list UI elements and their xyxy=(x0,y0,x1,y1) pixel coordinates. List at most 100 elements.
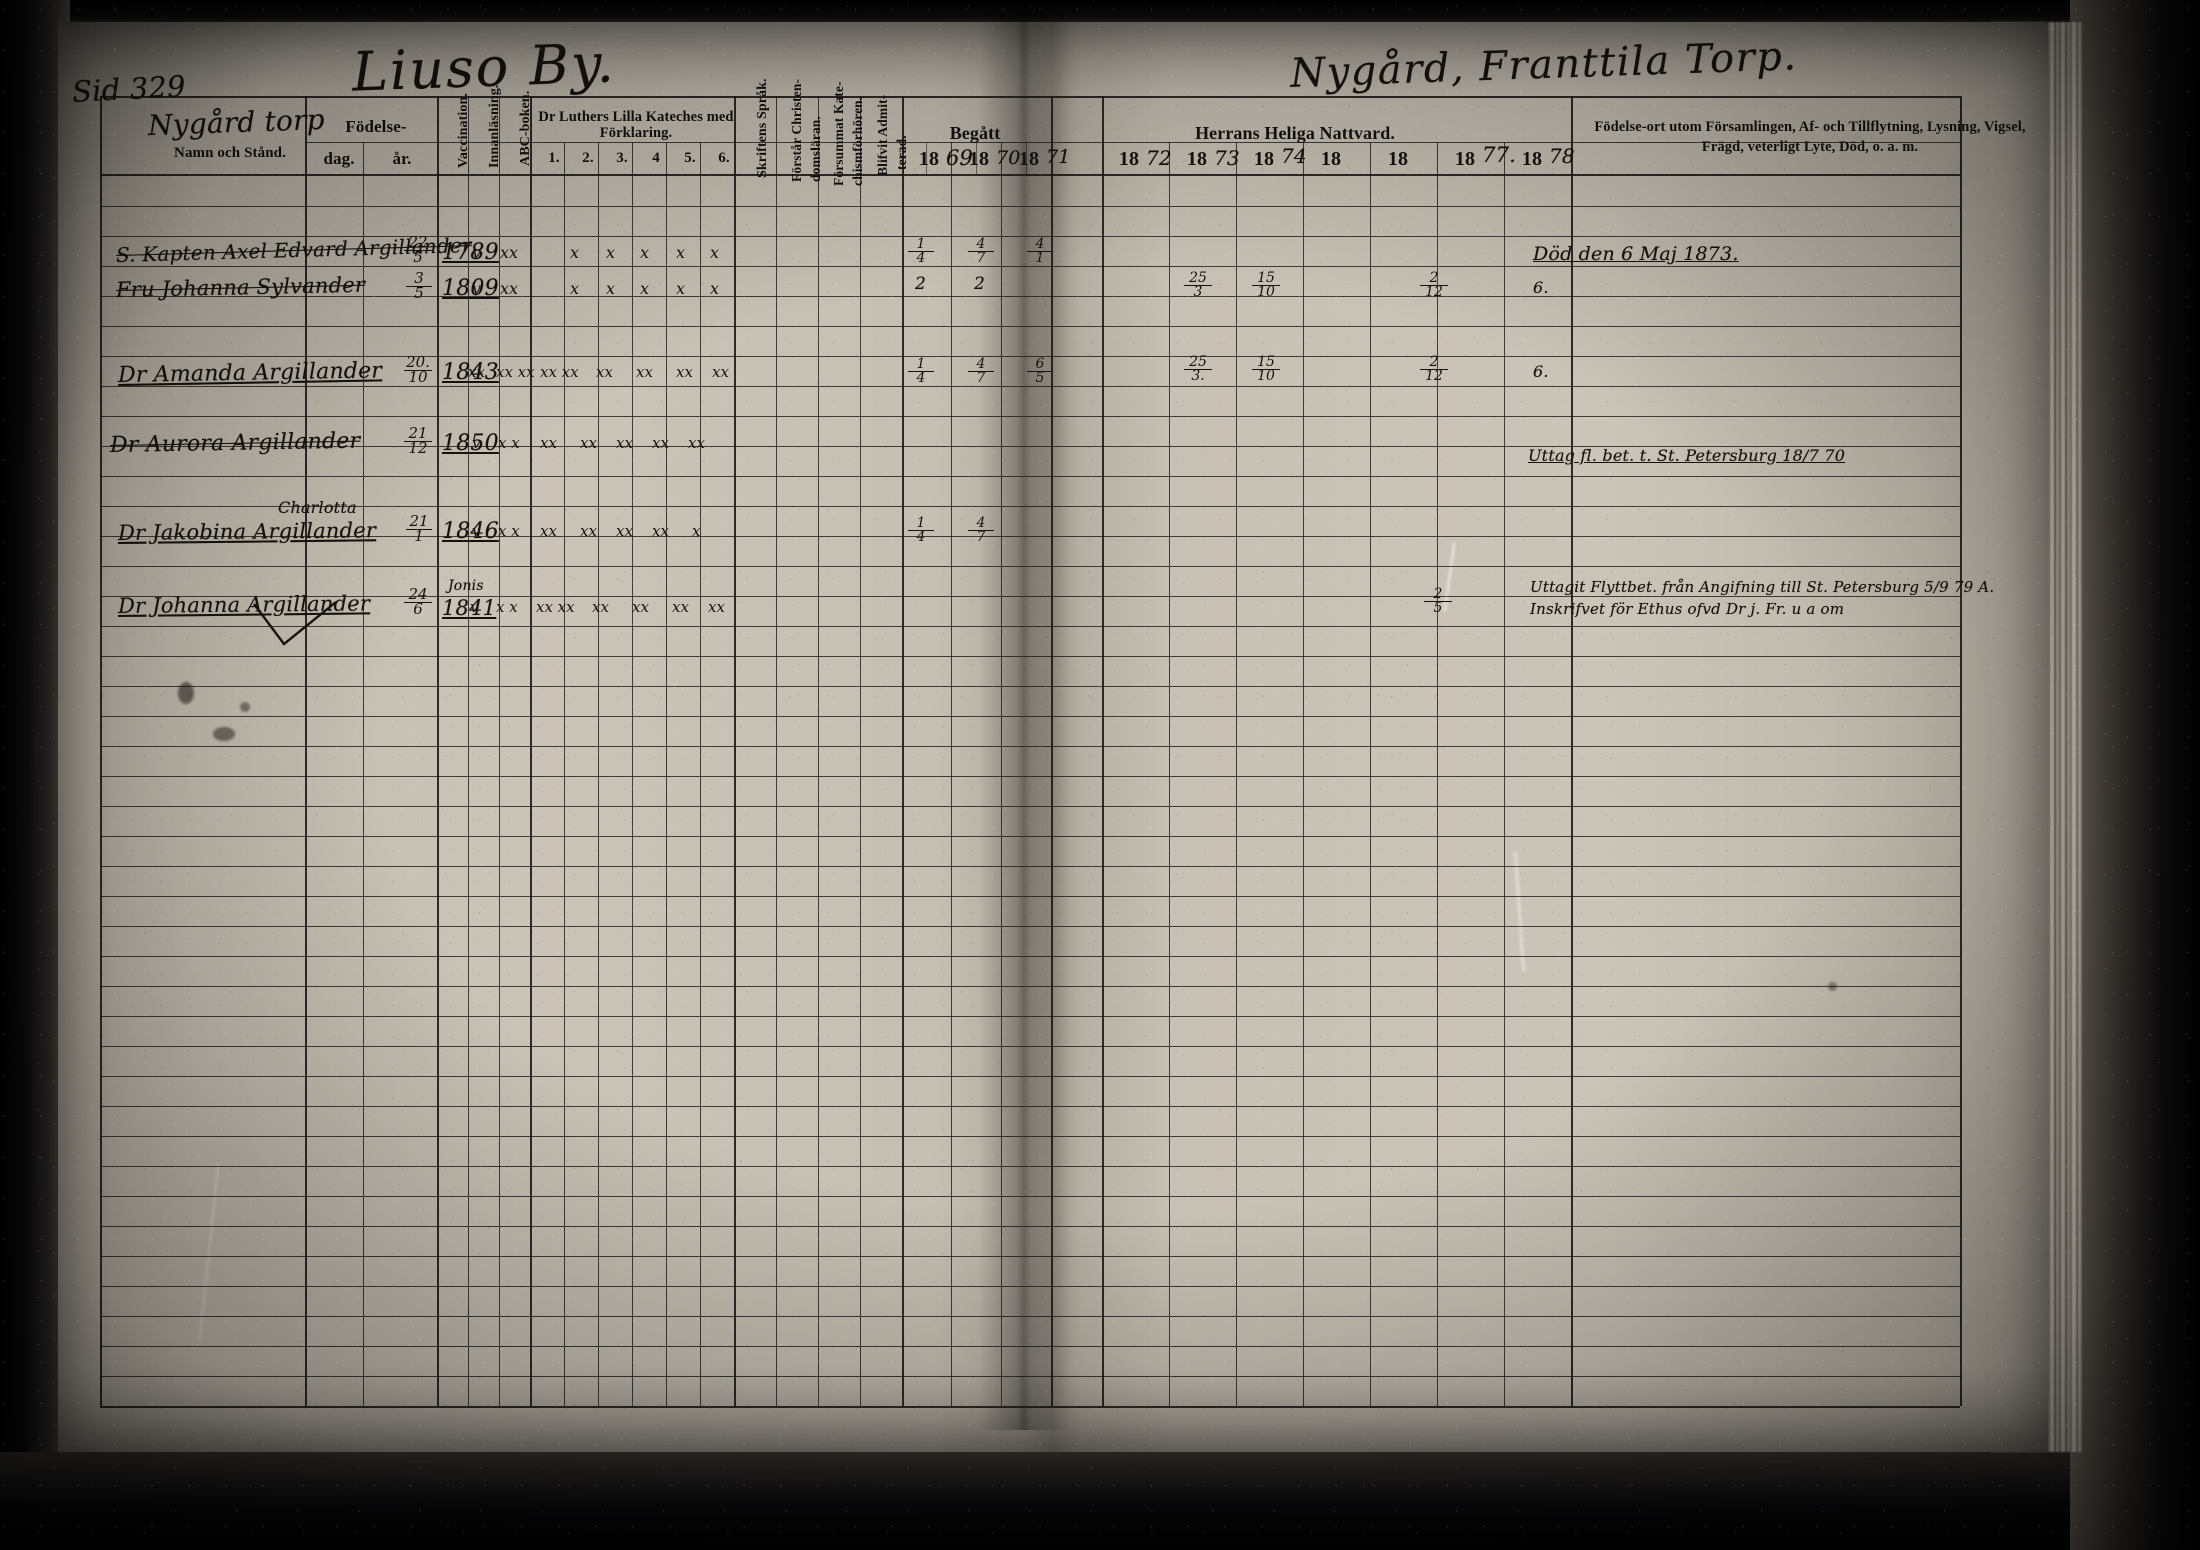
mark-catechism-5: x xyxy=(710,279,720,298)
mark-vaccination: v xyxy=(472,522,481,540)
household-label: Nygård torp xyxy=(147,102,326,143)
col-rule xyxy=(902,96,904,1406)
header-catechism-6: 6. xyxy=(718,150,730,166)
mark-catechism-1: xx xyxy=(580,434,597,452)
row-rule xyxy=(100,506,1960,507)
header-christian-doctrine: Förstår Christen- xyxy=(789,78,804,182)
row-name: Dr Aurora Argillander xyxy=(109,428,361,458)
row-rule xyxy=(100,926,1960,927)
communion-year-1-written: 73 xyxy=(1214,146,1240,170)
mark-abc: xx xyxy=(540,434,557,452)
birth-year: 1809 xyxy=(442,276,499,301)
birth-year-insert: Jonis xyxy=(448,578,484,594)
col-rule xyxy=(1370,142,1371,1406)
mark-catechism-5: x xyxy=(710,243,720,262)
header-notes: Födelse-ort utom Församlingen, Af- och T… xyxy=(1594,119,2026,155)
header-catechism-3: 3. xyxy=(616,150,628,166)
table-rule-header-bottom xyxy=(100,174,1960,176)
mark-reading: x x xyxy=(498,434,520,452)
mark-catechism-3: x xyxy=(640,279,650,298)
mark-vaccination: v xyxy=(470,598,479,616)
mark-vaccination: v xyxy=(472,243,482,262)
birth-day: 22 5 xyxy=(404,235,432,265)
header-birth-day: dag. xyxy=(323,149,355,168)
row-rule xyxy=(100,986,1960,987)
col-rule-right-edge xyxy=(1960,96,1962,1406)
col-rule xyxy=(100,96,102,1406)
col-rule xyxy=(598,142,599,1406)
col-rule xyxy=(564,142,565,1406)
row-rule xyxy=(100,1136,1960,1137)
col-rule xyxy=(1236,142,1237,1406)
col-rule xyxy=(700,142,701,1406)
birth-day: 21 12 xyxy=(404,426,432,456)
birth-year: 1850 xyxy=(442,431,499,456)
mark-abc: xx xx xyxy=(540,363,579,381)
communion-year-2-printed: 18 xyxy=(1253,148,1275,170)
mark-catechism-2: xx xyxy=(632,598,649,616)
communion-year-2-written: 74 xyxy=(1281,144,1307,168)
header-catechism-2: 2. xyxy=(582,150,594,166)
mark-reading: xx xx xyxy=(496,363,535,381)
communion-1873: 15 10 xyxy=(1252,355,1280,383)
header-catechism-4: 4 xyxy=(652,150,660,166)
header-name-rank: Namn och Stånd. xyxy=(174,145,286,161)
header-birth-year: år. xyxy=(392,149,412,168)
mark-catechism-1: x xyxy=(570,279,580,298)
row-note: Död den 6 Maj 1873. xyxy=(1533,243,1739,265)
row-rule xyxy=(100,206,1960,207)
page-number: Sid 329 xyxy=(71,69,187,109)
row-rule xyxy=(100,356,1960,357)
mark-catechism-1: xx xyxy=(596,363,613,381)
col-rule xyxy=(1303,142,1304,1406)
mark-catechism-4: xx xyxy=(708,598,725,616)
mark-reading: x x xyxy=(496,598,518,616)
col-rule xyxy=(632,142,633,1406)
col-rule xyxy=(666,142,667,1406)
col-rule xyxy=(860,96,861,1406)
col-rule xyxy=(734,96,736,1406)
header-writing: Skriftens Språk. xyxy=(755,78,770,178)
begatt-1: 2 xyxy=(974,274,986,294)
col-rule xyxy=(1169,142,1170,1406)
col-rule xyxy=(818,96,819,1406)
mark-abc: xx xx xyxy=(536,598,575,616)
col-rule xyxy=(1504,142,1505,1406)
birth-day: 21 1 xyxy=(406,514,432,544)
header-admitted: Blifvit Admit- xyxy=(875,94,890,176)
row-rule xyxy=(100,1346,1960,1347)
header-begatt-group: Begått xyxy=(949,123,1001,143)
photo-edge-right xyxy=(2070,0,2200,1550)
row-rule xyxy=(100,656,1960,657)
row-note: Uttagit Flyttbet. från Angifning till St… xyxy=(1530,578,1995,596)
row-note-second-line: Inskrifvet för Ethus ofvd Dr j. Fr. u a … xyxy=(1530,600,1845,618)
col-rule xyxy=(1102,96,1104,1406)
row-rule xyxy=(100,1166,1960,1167)
communion-1877: 2 12 xyxy=(1420,271,1448,299)
communion-1872: 25 3 xyxy=(1184,271,1212,299)
row-rule xyxy=(100,1316,1960,1317)
row-rule xyxy=(100,956,1960,957)
header-christian-doctrine-2: domsläran. xyxy=(808,116,823,182)
mark-vaccination: v xyxy=(472,279,482,298)
row-rule xyxy=(100,1286,1960,1287)
row-rule xyxy=(100,836,1960,837)
mark-catechism-2: xx xyxy=(616,434,633,452)
col-rule xyxy=(776,96,777,1406)
mark-reading: xx xyxy=(500,279,519,298)
header-catechism-5: 5. xyxy=(684,150,696,166)
col-rule xyxy=(951,142,952,1406)
mark-catechism-1: x xyxy=(570,243,580,262)
header-neglected-exam-2: chismförhören. xyxy=(850,96,865,186)
mark-abc: xx xyxy=(540,522,557,540)
col-rule xyxy=(1437,142,1438,1406)
row-rule xyxy=(100,626,1960,627)
row-rule xyxy=(100,746,1960,747)
mark-catechism-4: xx xyxy=(688,434,705,452)
row-note: Uttag fl. bet. t. St. Petersburg 18/7 70 xyxy=(1528,446,1846,465)
